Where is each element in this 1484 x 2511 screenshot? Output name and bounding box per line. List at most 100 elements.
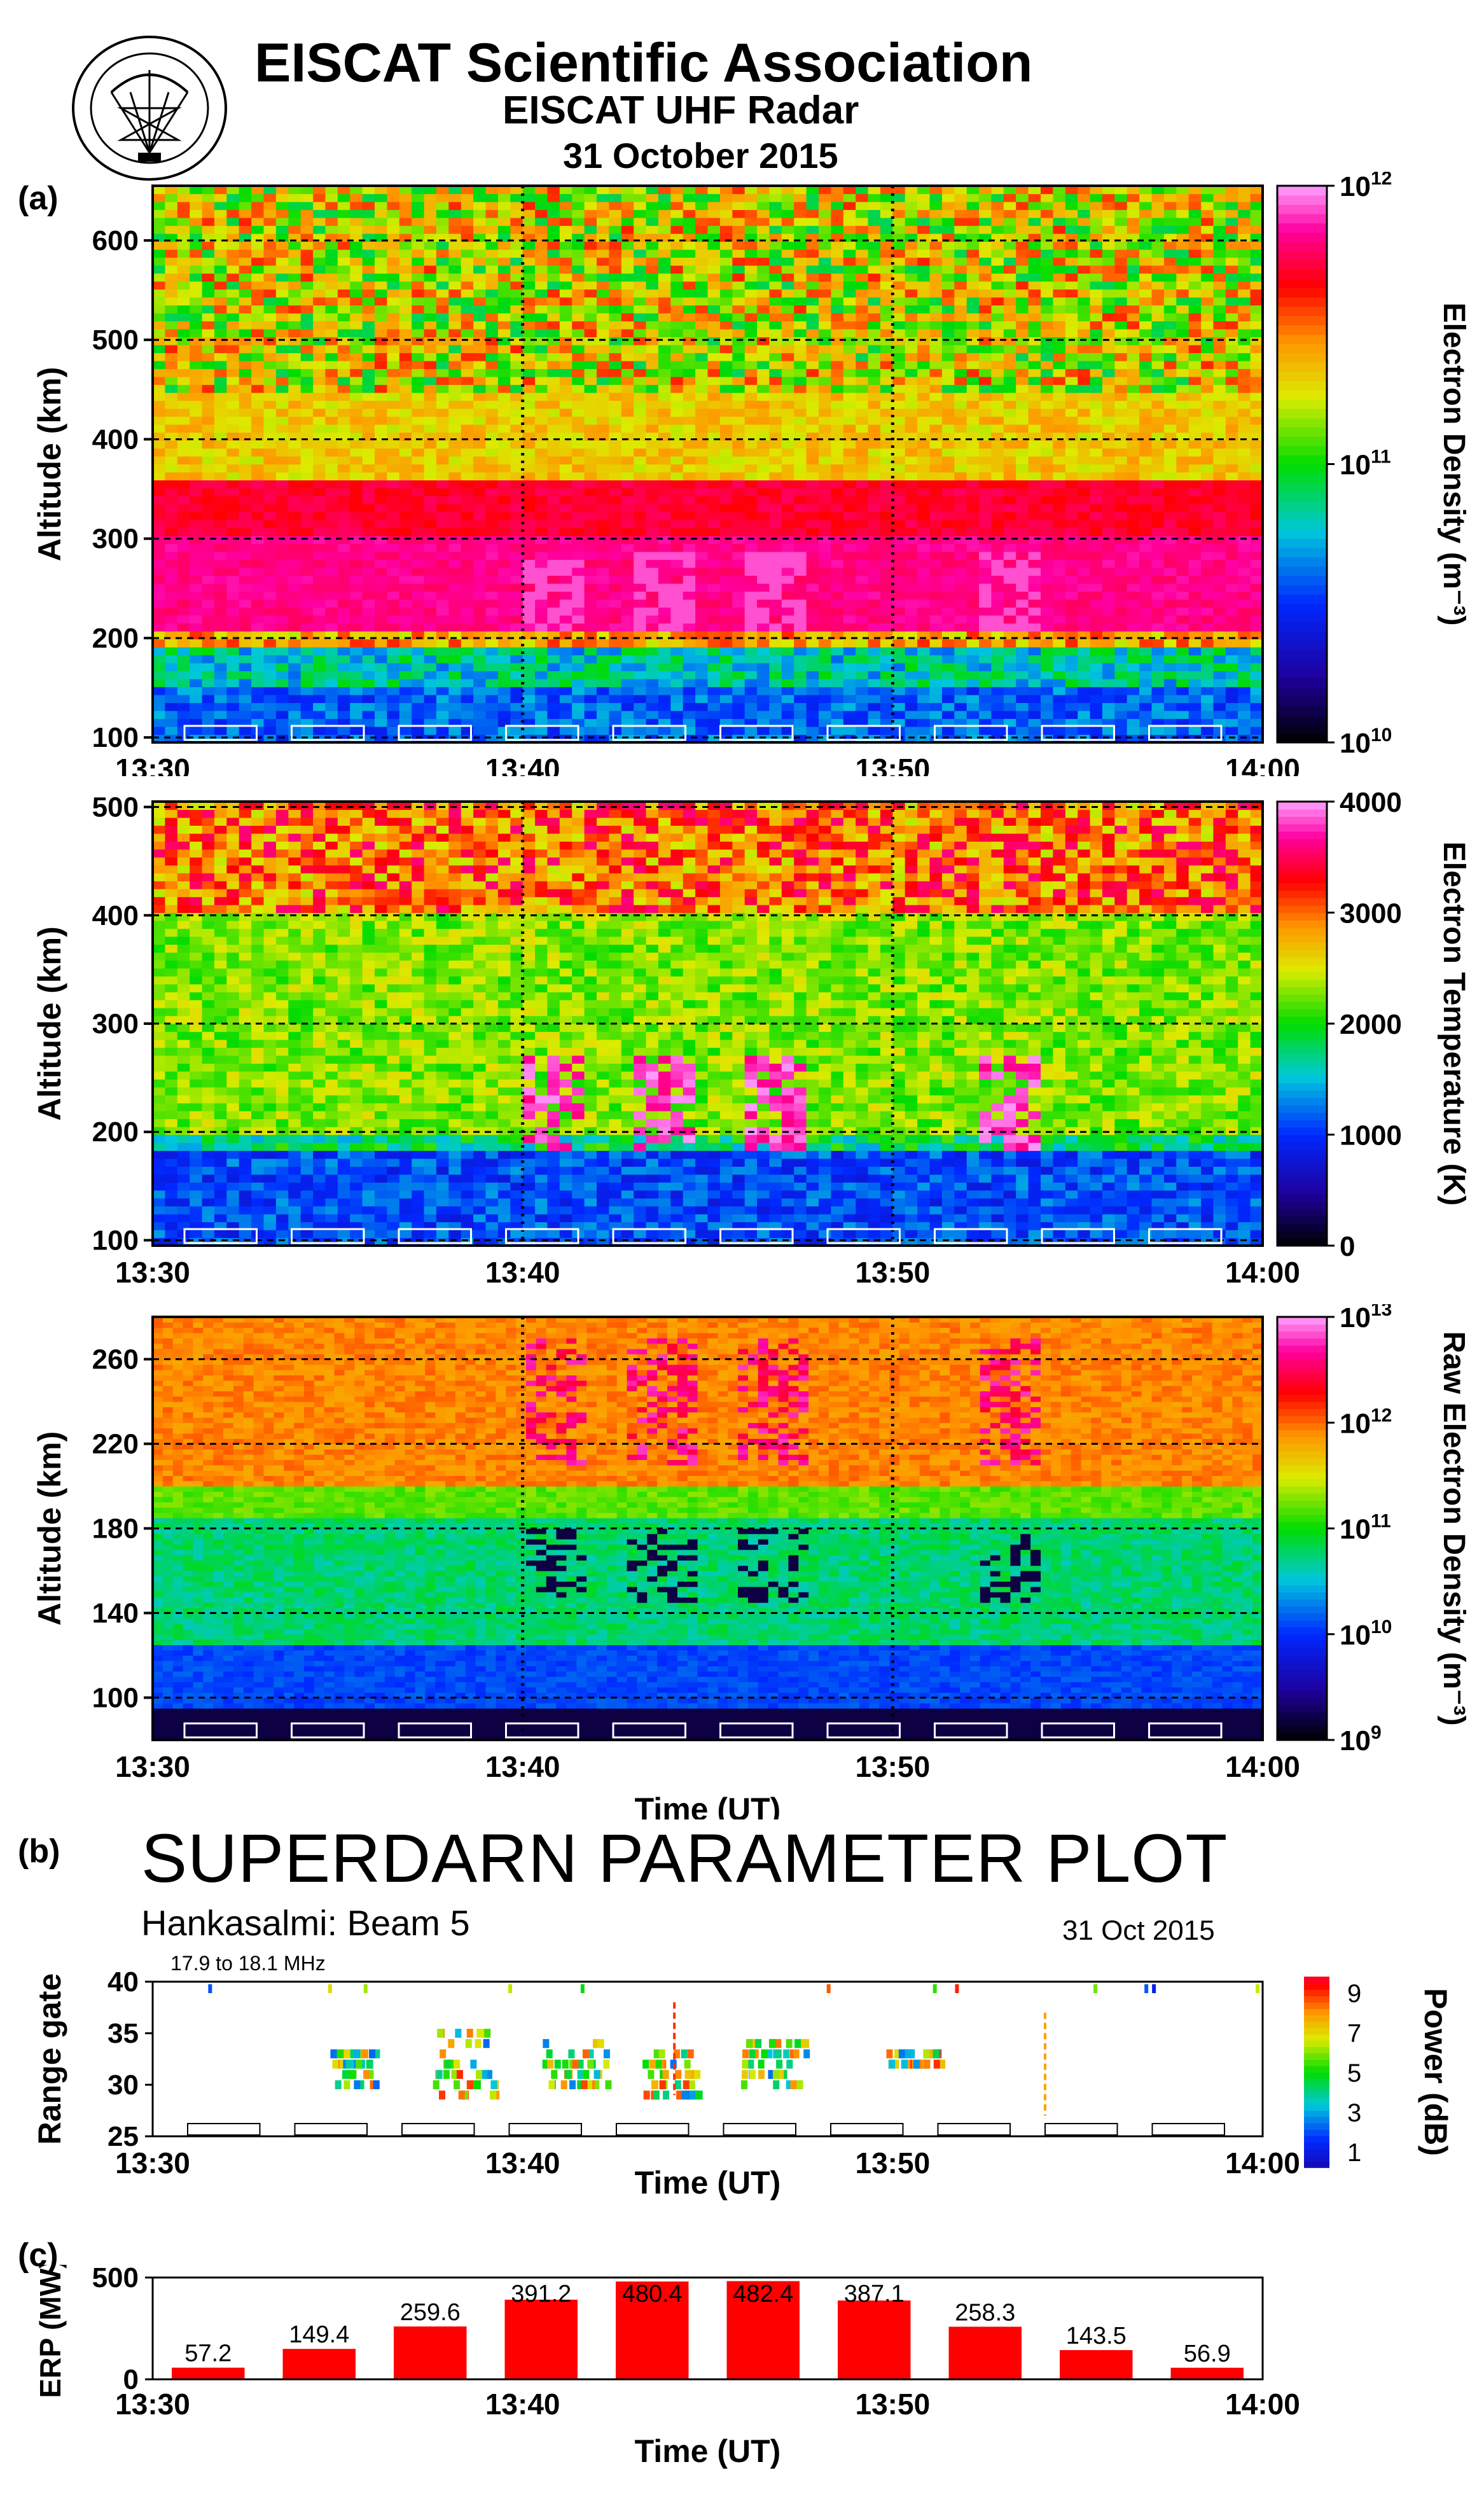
superdarn-subtitle: Hankasalmi: Beam 5 [141, 1902, 470, 1944]
power-point [826, 1984, 831, 1993]
mode-box [398, 1722, 472, 1739]
y-tick-label: 100 [92, 722, 139, 753]
power-point [933, 1984, 937, 1993]
power-point [443, 2069, 450, 2079]
power-point [461, 2090, 468, 2100]
mode-box [830, 2123, 904, 2136]
power-point [901, 2059, 908, 2069]
x-tick-label: 13:40 [485, 753, 560, 776]
erp-bar [838, 2300, 911, 2379]
power-point [490, 2090, 497, 2100]
power-point [486, 2069, 493, 2079]
erp-bar [616, 2281, 689, 2379]
power-point [758, 2059, 765, 2069]
y-tick-label: 25 [107, 2121, 139, 2152]
power-point [493, 2090, 500, 2100]
power-point [685, 2090, 692, 2100]
x-tick-label: 14:00 [1225, 1750, 1300, 1783]
power-point [455, 2029, 462, 2038]
power-point [747, 2059, 754, 2069]
power-point [653, 2090, 660, 2100]
erp-bar [282, 2349, 356, 2379]
power-point [465, 2039, 472, 2048]
power-point [476, 2029, 483, 2038]
power-point [359, 2059, 366, 2069]
colorbar-tick-label: 0 [1340, 1231, 1355, 1262]
x-tick-label: 13:40 [485, 2146, 560, 2180]
mode-box [616, 2123, 690, 2136]
power-point [343, 2049, 350, 2059]
y-axis-label: Altitude (km) [32, 367, 67, 562]
mode-box [723, 2123, 796, 2136]
x-tick-label: 14:00 [1225, 2388, 1300, 2421]
erp-bar-label: 57.2 [184, 2341, 232, 2367]
power-point [894, 2049, 901, 2059]
power-point [752, 2049, 759, 2059]
power-point [773, 2080, 780, 2089]
erp-bar [948, 2327, 1022, 2379]
power-point [451, 2069, 458, 2079]
power-point [362, 2049, 369, 2059]
power-point [676, 2090, 683, 2100]
power-point [475, 2039, 482, 2048]
power-point [770, 2039, 777, 2048]
colorbar-tick-label: 4000 [1340, 789, 1402, 818]
erp-bar-label: 259.6 [400, 2299, 461, 2326]
power-point [933, 2049, 940, 2059]
erp-bar-label: 149.4 [289, 2321, 349, 2348]
mode-box [612, 725, 686, 741]
mode-box [937, 2123, 1011, 2136]
erp-bar [172, 2367, 245, 2379]
x-tick-label: 14:00 [1225, 753, 1300, 776]
x-tick-label: 14:00 [1225, 2146, 1300, 2180]
power-point [458, 2090, 465, 2100]
power-point [786, 2039, 793, 2048]
power-point [889, 2059, 896, 2069]
plot-frame [151, 2276, 1264, 2381]
y-tick-label: 40 [107, 1966, 139, 1998]
power-point [350, 2069, 357, 2079]
power-point [933, 2059, 940, 2069]
power-point [786, 2080, 793, 2089]
colorbar: 9 7 5 3 1 [1304, 1977, 1361, 2168]
power-point [433, 2080, 440, 2089]
power-point [439, 2090, 446, 2100]
mode-box [1041, 1228, 1115, 1244]
power-point [483, 2039, 490, 2048]
power-point [474, 2080, 481, 2089]
panel-label-a: (a) [18, 179, 59, 218]
erp-chart: 57.2 149.4 259.6 391.2 480.4 482.4 387.1 258.3 1… [34, 2265, 1300, 2469]
power-point [803, 2039, 810, 2048]
x-tick-label: 13:50 [856, 1750, 931, 1783]
mode-box [291, 1722, 365, 1739]
power-point [577, 2080, 584, 2089]
colorbar-tick-label: 109 [1340, 1722, 1382, 1756]
mode-box [1148, 1722, 1223, 1739]
colorbar-tick-label: 1013 [1340, 1304, 1392, 1333]
raw-electron-density-chart: 100 140 180 220 260 13:30 13:40 13:50 14:00 Altit… [32, 1304, 1471, 1819]
y-tick-label: 220 [92, 1429, 139, 1460]
power-point [681, 2049, 688, 2059]
power-point [585, 2080, 592, 2089]
colorbar-tick-label: 1000 [1340, 1120, 1402, 1151]
power-point [696, 2090, 703, 2100]
power-point [208, 1984, 212, 1993]
panel-label-b: (b) [18, 1832, 60, 1870]
power-point [548, 2080, 555, 2089]
erp-bar [726, 2281, 800, 2379]
power-point [786, 2059, 793, 2069]
power-point [564, 2069, 571, 2079]
heatmap-cells [153, 1317, 1263, 1741]
y-axis-label: ERP (MW) [34, 2265, 67, 2398]
power-point [749, 2069, 756, 2079]
mode-box [934, 1228, 1008, 1244]
power-point [775, 2039, 782, 2048]
power-point [332, 2059, 339, 2069]
mode-box [401, 2123, 475, 2136]
mode-box [719, 1722, 794, 1739]
power-point [466, 2080, 473, 2089]
power-point [583, 2069, 590, 2079]
power-point [755, 2039, 762, 2048]
power-point [603, 2059, 610, 2069]
